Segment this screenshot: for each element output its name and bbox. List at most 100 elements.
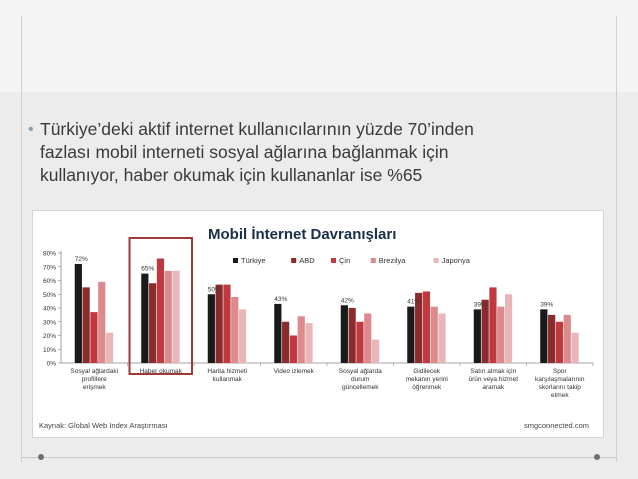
bullet-line-2: fazlası mobil interneti sosyal ağlarına … [40,142,449,162]
legend-swatch-4 [433,258,439,263]
category-label-6-1: ürün veya hizmet [469,376,519,383]
category-label-4-2: güncellemek [342,384,379,391]
legend-label-2: Çin [339,256,350,265]
bar-türkiye-4 [340,305,348,363]
slide-frame [21,16,617,462]
bar-türkiye-3 [274,303,282,363]
category-label-0-0: Sosyal ağlardaki [70,368,118,375]
category-label-7-3: etmek [551,392,569,399]
bar-japonya-7 [571,332,579,363]
y-tick-label-0: 0% [47,361,57,368]
bar-series-group [74,258,579,363]
bullet-line-1: Türkiye’deki aktif internet kullanıcılar… [40,119,474,139]
data-label-4: 42% [341,297,354,304]
bar-abd-1 [149,283,157,363]
chart-source: Kaynak: Global Web Index Araştırması [39,421,168,430]
data-label-0: 72% [75,256,88,263]
bar-japonya-5 [438,313,446,363]
category-label-6-2: aramak [482,384,504,391]
bar-abd-7 [548,314,556,363]
legend-swatch-1 [291,258,297,263]
slide-top-band [0,0,638,92]
category-label-7-2: skorlarını takip [539,384,582,391]
bar-brezilya-5 [430,306,438,363]
category-label-4-1: durum [351,376,369,383]
bar-japonya-6 [504,294,513,363]
bar-çin-0 [90,312,98,363]
bar-japonya-3 [305,323,313,363]
bar-brezilya-0 [98,281,106,363]
bar-abd-3 [282,321,290,363]
bar-abd-4 [348,308,356,363]
chart-title: Mobil İnternet Davranışları [208,226,396,243]
chart-panel: Mobil İnternet Davranışları Türkiye ABD Çi… [32,210,604,438]
corner-dot-right [594,454,600,460]
data-label-7: 39% [540,301,553,308]
y-tick-label-4: 40% [43,306,56,313]
bullet-text: • Türkiye’deki aktif internet kullanıcıl… [28,118,600,187]
legend-label-1: ABD [299,256,315,265]
slide-bottom-rule [22,457,616,458]
legend-swatch-0 [233,258,238,263]
y-tick-label-3: 30% [43,319,56,326]
category-label-5-0: Gidilecek [413,368,440,375]
chart-legend: Türkiye ABD Çin Brezilya Japonya [233,256,471,265]
bar-abd-6 [481,299,489,363]
category-label-7-0: Spor [553,368,568,375]
bar-brezilya-6 [497,306,505,363]
bar-türkiye-1 [141,273,149,363]
bar-çin-6 [489,287,497,363]
y-tick-label-8: 80% [43,251,56,258]
category-label-5-1: mekanın yerini [406,376,448,383]
bar-çin-1 [156,258,165,363]
bar-türkiye-6 [473,309,481,363]
category-label-6-0: Satın almak için [470,368,516,375]
bullet-line-3: kullanıyor, haber okumak için kullananla… [40,165,423,185]
category-label-7-1: karşılaşmalarının [535,376,585,383]
chart-watermark: smgconnected.com [524,421,589,430]
legend-swatch-3 [370,258,376,263]
bar-abd-2 [215,284,223,363]
category-label-0-1: profillere [82,376,107,383]
bar-brezilya-3 [297,316,305,363]
bar-türkiye-5 [407,306,415,363]
bar-türkiye-2 [207,294,215,363]
bar-çin-5 [422,291,431,363]
bar-brezilya-2 [231,297,239,363]
bullet-glyph: • [28,121,34,138]
highlight-box [128,237,193,375]
category-label-2-1: kullanmak [213,376,243,383]
bar-brezilya-7 [563,314,571,363]
y-tick-label-1: 10% [43,347,56,354]
bar-chart: Mobil İnternet Davranışları Türkiye ABD Çi… [39,226,594,430]
bar-japonya-0 [105,332,114,363]
data-label-5: 41% [407,299,420,306]
data-label-1: 65% [141,266,154,273]
bar-türkiye-7 [540,309,548,363]
category-label-0-2: erişmek [83,384,107,391]
data-label-2: 50% [208,286,221,293]
bar-türkiye-0 [74,264,82,363]
legend-label-4: Japonya [442,256,471,265]
corner-dot-left [38,454,44,460]
category-label-3-0: Video izlemek [274,368,315,375]
y-tick-label-7: 70% [43,264,56,271]
legend-swatch-2 [331,258,336,263]
bar-japonya-1 [172,270,180,363]
bar-çin-7 [555,321,564,363]
legend-label-3: Brezilya [379,256,407,265]
bar-japonya-4 [371,339,380,363]
bar-abd-0 [82,287,90,363]
category-label-1-0: Haber okumak [140,368,183,375]
data-label-3: 43% [274,296,287,303]
bar-japonya-2 [238,309,247,363]
data-label-6: 39% [474,301,487,308]
bar-çin-3 [289,335,298,363]
bar-brezilya-1 [164,270,172,363]
legend-label-0: Türkiye [241,256,266,265]
y-tick-label-2: 20% [43,333,56,340]
y-tick-label-5: 50% [43,292,56,299]
category-label-4-0: Sosyal ağlarda [339,368,382,375]
category-label-2-0: Harita hizmeti [207,368,247,375]
